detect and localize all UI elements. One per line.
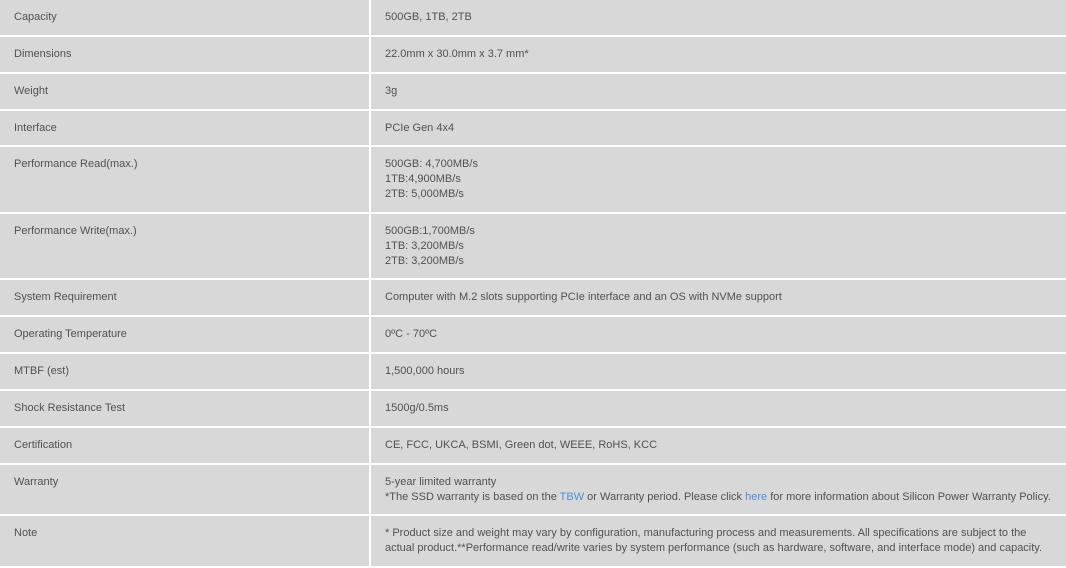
spec-value: 500GB, 1TB, 2TB: [370, 0, 1066, 36]
spec-label: Weight: [0, 73, 370, 110]
spec-label: Performance Read(max.): [0, 146, 370, 213]
spec-label: System Requirement: [0, 279, 370, 316]
spec-value: 22.0mm x 30.0mm x 3.7 mm*: [370, 36, 1066, 73]
table-row: Warranty 5-year limited warranty *The SSD …: [0, 464, 1066, 516]
spec-value: 500GB: 4,700MB/s 1TB:4,900MB/s 2TB: 5,000M…: [370, 146, 1066, 213]
table-row: Capacity500GB, 1TB, 2TB: [0, 0, 1066, 36]
table-row: Performance Read(max.) 500GB: 4,700MB/s 1T…: [0, 146, 1066, 213]
spec-value: PCIe Gen 4x4: [370, 110, 1066, 147]
spec-value-line: 1TB:4,900MB/s: [385, 173, 461, 185]
table-row: System RequirementComputer with M.2 slot…: [0, 279, 1066, 316]
spec-label: Capacity: [0, 0, 370, 36]
spec-value: Computer with M.2 slots supporting PCIe …: [370, 279, 1066, 316]
spec-label: Note: [0, 515, 370, 567]
spec-label: Interface: [0, 110, 370, 147]
warranty-mid-text: or Warranty period. Please click: [584, 491, 745, 503]
spec-value-line: 500GB:1,700MB/s: [385, 225, 475, 237]
table-row: Note* Product size and weight may vary b…: [0, 515, 1066, 567]
spec-label: Dimensions: [0, 36, 370, 73]
spec-label: Operating Temperature: [0, 316, 370, 353]
table-row: Performance Write(max.) 500GB:1,700MB/s 1T…: [0, 213, 1066, 280]
table-row: CertificationCE, FCC, UKCA, BSMI, Green …: [0, 427, 1066, 464]
spec-value: * Product size and weight may vary by co…: [370, 515, 1066, 567]
table-row: MTBF (est)1,500,000 hours: [0, 353, 1066, 390]
spec-label: MTBF (est): [0, 353, 370, 390]
tbw-link[interactable]: TBW: [560, 491, 584, 503]
spec-value-line: 2TB: 3,200MB/s: [385, 255, 464, 267]
table-row: InterfacePCIe Gen 4x4: [0, 110, 1066, 147]
spec-value-line: 1TB: 3,200MB/s: [385, 240, 464, 252]
spec-label: Performance Write(max.): [0, 213, 370, 280]
warranty-post-text: for more information about Silicon Power…: [767, 491, 1051, 503]
spec-table: Capacity500GB, 1TB, 2TBDimensions22.0mm …: [0, 0, 1066, 568]
table-row: Operating Temperature0ºC - 70ºC: [0, 316, 1066, 353]
warranty-pre-text: *The SSD warranty is based on the: [385, 491, 560, 503]
table-row: Dimensions22.0mm x 30.0mm x 3.7 mm*: [0, 36, 1066, 73]
warranty-line1: 5-year limited warranty: [385, 476, 496, 488]
here-link[interactable]: here: [745, 491, 767, 503]
table-row: Shock Resistance Test1500g/0.5ms: [0, 390, 1066, 427]
spec-value: 0ºC - 70ºC: [370, 316, 1066, 353]
spec-table-body: Capacity500GB, 1TB, 2TBDimensions22.0mm …: [0, 0, 1066, 567]
spec-value-line: 2TB: 5,000MB/s: [385, 188, 464, 200]
spec-value-line: 500GB: 4,700MB/s: [385, 158, 478, 170]
spec-value: 5-year limited warranty *The SSD warranty…: [370, 464, 1066, 516]
spec-label: Shock Resistance Test: [0, 390, 370, 427]
spec-label: Warranty: [0, 464, 370, 516]
spec-value: 500GB:1,700MB/s 1TB: 3,200MB/s 2TB: 3,200M…: [370, 213, 1066, 280]
spec-value: CE, FCC, UKCA, BSMI, Green dot, WEEE, Ro…: [370, 427, 1066, 464]
spec-value: 3g: [370, 73, 1066, 110]
table-row: Weight3g: [0, 73, 1066, 110]
spec-value: 1500g/0.5ms: [370, 390, 1066, 427]
spec-label: Certification: [0, 427, 370, 464]
spec-value: 1,500,000 hours: [370, 353, 1066, 390]
